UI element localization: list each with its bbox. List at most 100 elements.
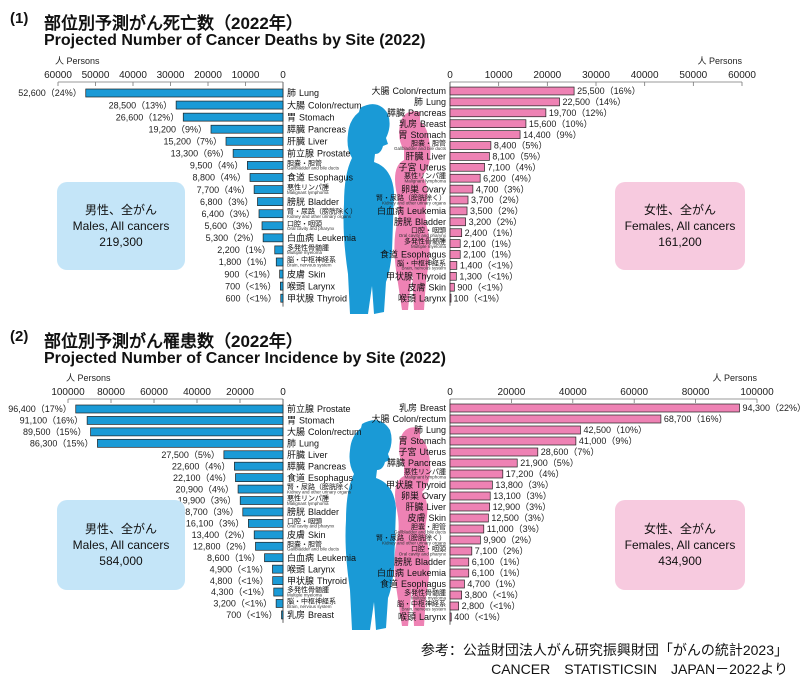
site-label: 大腸 Colon/rectum (287, 99, 362, 110)
site-label: 膵臓 Pancreas (387, 108, 447, 118)
site-label: 白血病 Leukemia (287, 552, 356, 563)
site-label: 腎・尿路（膀胱除く） (287, 482, 357, 491)
x-tick-label: 0 (447, 70, 453, 81)
value-label: 21,900（5%） (520, 458, 579, 468)
site-label: 肺 Lung (287, 88, 319, 98)
value-label: 4,300（<1%） (211, 587, 270, 597)
site-label-en: Larynx (419, 612, 447, 622)
site-label-en: Colon/rectum (392, 86, 446, 96)
site-label-en: Larynx (308, 564, 336, 574)
site-label: 胆嚢・胆管 (411, 139, 446, 148)
bar (223, 450, 284, 460)
x-tick-label: 50000 (82, 70, 110, 81)
bar (449, 590, 463, 600)
bar (449, 480, 493, 490)
site-sublabel: Oral cavity and pharynx (287, 524, 335, 529)
bar (86, 416, 284, 425)
site-label: 食道 Esophagus (380, 578, 447, 589)
value-label: 11,000（3%） (487, 524, 545, 534)
site-sublabel: Malignant lymphoma (287, 501, 329, 506)
value-label: 7,700（4%） (197, 185, 251, 195)
value-label: 94,300（22%） (743, 403, 800, 413)
bar (449, 108, 547, 118)
x-tick-label: 0 (280, 387, 286, 398)
site-label: 胆嚢・胆管 (287, 539, 322, 548)
bar (232, 149, 284, 158)
value-label: 4,700（1%） (467, 579, 521, 589)
bar (97, 438, 284, 448)
value-label: 16,100（3%） (186, 519, 245, 529)
box-label-en: Females, All cancers (624, 538, 736, 552)
site-label-ja: 皮膚 (287, 529, 305, 540)
site-label-ja: 食道 (380, 249, 398, 260)
value-label: 3,800（<1%） (465, 590, 524, 600)
site-sublabel: Gallbladder and bile ducts (394, 529, 447, 534)
site-sublabel: Multiple myeloma (411, 244, 447, 249)
value-label: 13,300（6%） (171, 149, 230, 159)
x-tick-label: 20000 (497, 387, 525, 398)
bar (449, 163, 485, 172)
site-label: 悪性リンパ腫 (404, 171, 446, 180)
box-label-ja: 女性、全がん (643, 522, 716, 536)
site-label-en: Leukemia (407, 568, 446, 578)
site-label: 大腸 Colon/rectum (371, 413, 446, 424)
site-label-en: Esophagus (401, 250, 447, 260)
site-sublabel: Kidney and other urinary organs (382, 540, 447, 545)
site-label: 膀胱 Bladder (287, 196, 339, 207)
bar (449, 272, 457, 281)
bar (264, 553, 284, 563)
bar (449, 535, 481, 545)
site-sublabel: Oral cavity and pharynx (287, 226, 335, 231)
site-label: 肝臓 Liver (287, 450, 328, 460)
axis-unit-label: 人 Persons (66, 373, 111, 383)
site-sublabel: Multiple myeloma (411, 595, 447, 600)
site-label-ja: 皮膚 (287, 268, 305, 279)
site-sublabel: Gallbladder and bile ducts (394, 146, 447, 151)
value-label: 8,400（5%） (494, 141, 548, 151)
bar (182, 112, 284, 122)
value-label: 15,600（10%） (529, 119, 593, 129)
site-label: 悪性リンパ腫 (287, 183, 329, 192)
axis-unit-label: 人 Persons (55, 56, 100, 66)
site-label: 子宮 Uterus (398, 446, 446, 457)
x-tick-label: 40000 (183, 387, 211, 398)
bar (275, 599, 284, 608)
site-label-ja: 食道 (380, 578, 398, 589)
value-label: 9,500（4%） (190, 161, 244, 171)
site-label: 皮膚 Skin (407, 281, 446, 292)
value-label: 89,500（15%） (23, 427, 87, 437)
bar (449, 141, 492, 150)
bar (274, 245, 284, 255)
source-note-line2: CANCER STATISTICSIN JAPAN－2022より (491, 661, 788, 677)
x-tick-label: 60000 (620, 387, 648, 398)
site-label-en: Ovary (422, 491, 447, 501)
value-label: 91,100（16%） (20, 416, 84, 426)
site-label-en: Stomach (410, 130, 446, 140)
bar (449, 557, 470, 567)
site-sublabel: Kidney and other urinary organs (287, 214, 352, 219)
site-label: 胃 Stomach (287, 416, 335, 426)
site-label: 肺 Lung (414, 97, 446, 107)
site-label-ja: 喉頭 (398, 292, 416, 303)
site-label: 腎・尿路（膀胱除く） (376, 533, 446, 542)
bar (449, 524, 485, 534)
value-label: 13,400（2%） (192, 530, 251, 540)
site-label-ja: 胃 (287, 416, 296, 426)
site-label: 肝臓 Liver (287, 136, 328, 146)
site-label: 胆嚢・胆管 (287, 158, 322, 167)
site-label-ja: 大腸 (287, 426, 305, 437)
site-label-ja: 肝臓 (405, 502, 423, 512)
value-label: 17,200（4%） (506, 469, 565, 479)
site-label-ja: 乳房 (399, 402, 417, 413)
bar (449, 119, 527, 129)
site-label: 白血病 Leukemia (377, 567, 446, 578)
site-label-ja: 食道 (287, 472, 305, 483)
value-label: 7,100（4%） (488, 163, 542, 173)
female-deaths-total-box: 女性、全がん Females, All cancers 161,200 (615, 182, 745, 270)
bar (449, 195, 469, 205)
site-label-en: Breast (308, 610, 335, 620)
value-label: 12,900（3%） (493, 502, 552, 512)
bar (449, 184, 474, 194)
value-label: 900（<1%） (457, 282, 508, 292)
value-label: 18,700（3%） (180, 507, 239, 517)
